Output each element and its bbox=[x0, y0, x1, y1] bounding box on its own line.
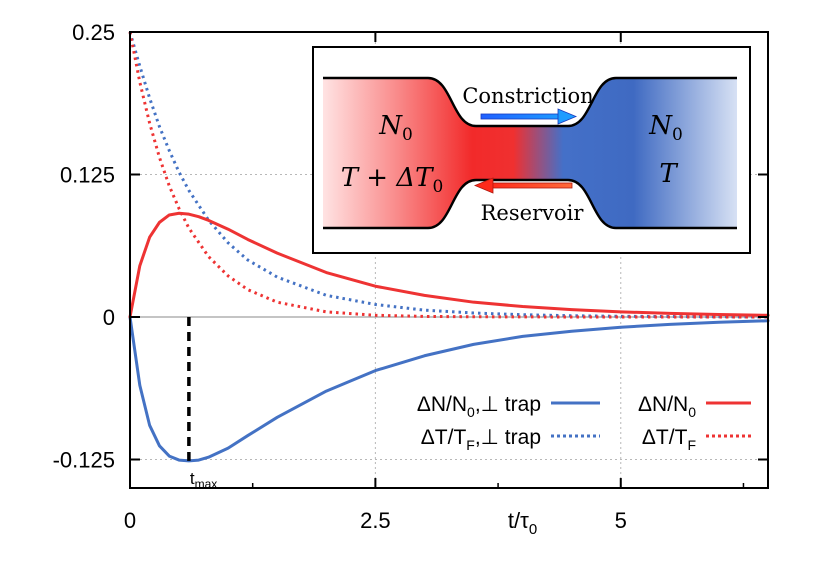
legend-label-dt-trap-main: ΔT/T bbox=[421, 426, 467, 449]
series-dt-line bbox=[128, 31, 768, 319]
legend-label-dn-main: ΔN/N bbox=[638, 393, 688, 416]
right-arrow-icon bbox=[480, 108, 578, 125]
y-tick-label-3: -0.125 bbox=[53, 448, 115, 473]
left-temp-subscript: 0 bbox=[432, 177, 443, 197]
y-tick-label-2: 0 bbox=[103, 305, 115, 330]
right-temperature: T bbox=[659, 159, 678, 189]
x-tick-label-1: 2.5 bbox=[360, 508, 391, 533]
right-n-symbol: N bbox=[648, 111, 673, 141]
reservoir-label: Reservoir bbox=[481, 201, 585, 225]
left-n-subscript: 0 bbox=[402, 125, 413, 145]
x-axis-label: t/τ0 bbox=[508, 508, 537, 538]
left-arrow-icon bbox=[473, 177, 573, 194]
left-temp-text: T + ΔT bbox=[341, 163, 434, 193]
legend-label-dn-trap-sub: 0 bbox=[467, 404, 475, 420]
series-dn-line bbox=[128, 211, 770, 319]
left-n-symbol: N bbox=[378, 111, 403, 141]
legend-label-dn-trap: ΔN/N0,⊥ trap bbox=[417, 393, 541, 420]
y-tick-label-0: 0.25 bbox=[72, 20, 115, 45]
legend-label-dt: ΔT/TF bbox=[642, 426, 696, 453]
x-axis-label-sub: 0 bbox=[529, 521, 537, 538]
legend-label-dt-trap: ΔT/TF,⊥ trap bbox=[421, 426, 541, 453]
legend-label-dt-main: ΔT/T bbox=[642, 426, 688, 449]
series-layer bbox=[128, 31, 770, 463]
inset-schematic: Constriction Reservoir N0 T + ΔT0 N0 T bbox=[312, 46, 751, 254]
legend-label-dt-trap-suffix: ,⊥ trap bbox=[475, 426, 541, 449]
marker-layer: tmax bbox=[187, 317, 217, 491]
legend-label-dt-trap-sub: F bbox=[466, 437, 475, 453]
left-particle-number: N0 bbox=[378, 111, 413, 145]
legend-label-dt-sub: F bbox=[687, 437, 696, 453]
plot-frame bbox=[129, 31, 769, 489]
tube-bottom-wall bbox=[323, 178, 737, 230]
y-tick-label-1: 0.125 bbox=[60, 163, 115, 188]
tube-top-wall bbox=[323, 76, 737, 128]
legend: ΔN/N0,⊥ trap ΔN/N0 ΔT/TF,⊥ trap ΔT/TF bbox=[417, 393, 751, 453]
tmax-label-main: t bbox=[190, 469, 195, 488]
legend-label-dn-trap-main: ΔN/N bbox=[417, 393, 467, 416]
legend-label-dn: ΔN/N0 bbox=[638, 393, 696, 420]
constriction-label: Constriction bbox=[462, 84, 593, 108]
axis-ticks: 0.25 0.125 0 -0.125 0 2.5 5 bbox=[53, 20, 768, 533]
series-dn-trap-line bbox=[128, 315, 770, 463]
x-axis-label-main: t/τ bbox=[508, 508, 529, 533]
left-temperature: T + ΔT0 bbox=[341, 163, 444, 197]
right-n-subscript: 0 bbox=[672, 125, 683, 145]
x-tick-label-0: 0 bbox=[124, 508, 136, 533]
legend-label-dn-trap-suffix: ,⊥ trap bbox=[475, 393, 541, 416]
legend-label-dn-sub: 0 bbox=[688, 404, 696, 420]
x-tick-label-2: 5 bbox=[615, 508, 627, 533]
right-particle-number: N0 bbox=[648, 111, 683, 145]
reservoir-tube bbox=[323, 78, 737, 228]
